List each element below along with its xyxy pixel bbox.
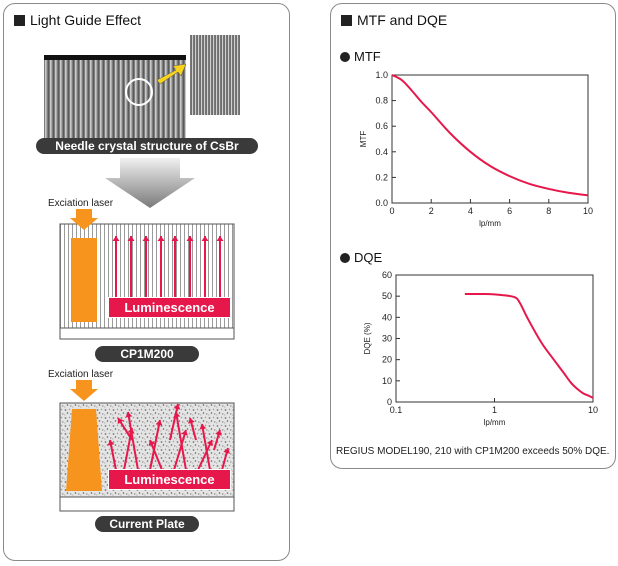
zoomed-crystal-image xyxy=(190,35,240,115)
square-bullet-icon xyxy=(14,15,25,26)
dqe-y-tick-label: 10 xyxy=(382,376,392,386)
dqe-series-line xyxy=(464,292,594,399)
luminescence-arrowhead xyxy=(112,236,120,241)
dqe-x-tick-label: 0.1 xyxy=(390,405,403,415)
mtf-x-tick-label: 6 xyxy=(507,206,512,216)
mtf-x-tick-label: 4 xyxy=(468,206,473,216)
mtf-series-line xyxy=(391,74,589,197)
luminescence-arrowhead xyxy=(206,440,214,447)
luminescence-arrowhead xyxy=(173,404,181,410)
light-guide-title: Light Guide Effect xyxy=(14,12,141,28)
mtf-dqe-title: MTF and DQE xyxy=(341,12,447,28)
luminescence-arrow xyxy=(149,419,161,471)
dqe-caption: REGIUS MODEL190, 210 with CP1M200 exceed… xyxy=(336,446,610,457)
luminescence-arrowhead xyxy=(157,236,165,241)
current-excitation-label: Exciation laser xyxy=(48,369,114,380)
dqe-y-tick-label: 60 xyxy=(382,270,392,280)
circle-bullet-icon xyxy=(340,253,350,263)
luminescence-arrowhead xyxy=(201,236,209,241)
dqe-y-tick-label: 0 xyxy=(387,397,392,407)
cp1m200-luminescence-arrows xyxy=(112,236,224,300)
cp1m200-label: CP1M200 xyxy=(95,346,199,362)
mtf-y-tick-label: 0.2 xyxy=(375,172,388,182)
zoom-arrow-icon xyxy=(156,63,187,85)
dqe-y-tick-label: 20 xyxy=(382,355,392,365)
luminescence-arrowhead xyxy=(215,430,222,436)
luminescence-arrowhead xyxy=(187,418,195,424)
mtf-y-axis-label: MTF xyxy=(359,131,368,148)
needle-caption: Needle crystal structure of CsBr xyxy=(36,138,258,154)
laser-arrow-icon xyxy=(70,209,98,230)
luminescence-arrowhead xyxy=(223,448,231,454)
luminescence-arrowhead xyxy=(107,440,115,446)
luminescence-arrow xyxy=(123,427,133,471)
luminescence-arrow xyxy=(197,439,213,471)
mtf-x-tick-label: 0 xyxy=(389,206,394,216)
highlight-circle xyxy=(125,78,153,106)
needle-crystal-image xyxy=(44,35,240,143)
mtf-y-tick-label: 0.4 xyxy=(375,147,388,157)
dqe-y-tick-label: 30 xyxy=(382,334,392,344)
luminescence-arrowhead xyxy=(171,236,179,241)
dqe-chart-title: DQE xyxy=(340,250,382,265)
mtf-x-tick-label: 8 xyxy=(546,206,551,216)
luminescence-arrowhead xyxy=(142,236,150,241)
luminescence-arrowhead xyxy=(216,236,224,241)
luminescence-arrowhead xyxy=(199,424,207,430)
mtf-chart: 0 2 4 6 8 10 0.0 0.2 0.4 0.6 0.8 1.0 lp/mm MTF xyxy=(359,70,593,228)
cp1m200-excitation-label: Exciation laser xyxy=(48,198,114,209)
dqe-y-tick-label: 40 xyxy=(382,312,392,322)
current-plate-label: Current Plate xyxy=(95,516,199,532)
dqe-x-tick-label: 10 xyxy=(588,405,598,415)
luminescence-arrowhead xyxy=(117,418,124,425)
luminescence-arrowhead xyxy=(148,440,156,446)
laser-arrow-icon xyxy=(70,380,98,401)
dqe-chart: 0.1 1 10 0 10 20 30 40 50 60 lp/mm DQE (%) xyxy=(363,270,598,427)
current-luminescence-label: Luminescence xyxy=(108,469,231,490)
mtf-x-tick-label: 10 xyxy=(583,206,593,216)
cp1m200-luminescence-label: Luminescence xyxy=(108,297,231,318)
luminescence-arrowhead xyxy=(155,420,163,426)
mtf-y-tick-label: 0.6 xyxy=(375,121,388,131)
mtf-y-tick-label: 1.0 xyxy=(375,70,388,80)
luminescence-arrow xyxy=(201,423,211,471)
circle-bullet-icon xyxy=(340,52,350,62)
luminescence-arrow xyxy=(149,439,163,471)
mtf-y-tick-label: 0.0 xyxy=(375,198,388,208)
luminescence-arrow xyxy=(173,429,187,471)
luminescence-arrowhead xyxy=(127,236,135,241)
luminescence-arrowhead xyxy=(181,430,188,436)
dqe-y-tick-label: 50 xyxy=(382,291,392,301)
luminescence-arrow xyxy=(169,403,179,441)
mtf-x-axis-label: lp/mm xyxy=(479,219,501,228)
mtf-chart-title: MTF xyxy=(340,49,381,64)
luminescence-arrow xyxy=(175,411,187,471)
mtf-y-tick-label: 0.8 xyxy=(375,96,388,106)
dqe-x-axis-label: lp/mm xyxy=(484,418,506,427)
mtf-plot-frame xyxy=(391,74,589,204)
square-bullet-icon xyxy=(341,15,352,26)
dqe-x-tick-label: 1 xyxy=(492,405,497,415)
luminescence-arrowhead xyxy=(186,236,194,241)
current-luminescence-arrows xyxy=(107,403,231,471)
luminescence-arrow xyxy=(127,411,139,471)
dqe-y-axis-label: DQE (%) xyxy=(363,322,372,354)
mtf-dqe-panel xyxy=(330,3,616,469)
luminescence-arrowhead xyxy=(125,412,133,418)
luminescence-arrow xyxy=(109,439,117,471)
mtf-x-tick-label: 2 xyxy=(429,206,434,216)
down-arrow-icon xyxy=(105,158,195,208)
